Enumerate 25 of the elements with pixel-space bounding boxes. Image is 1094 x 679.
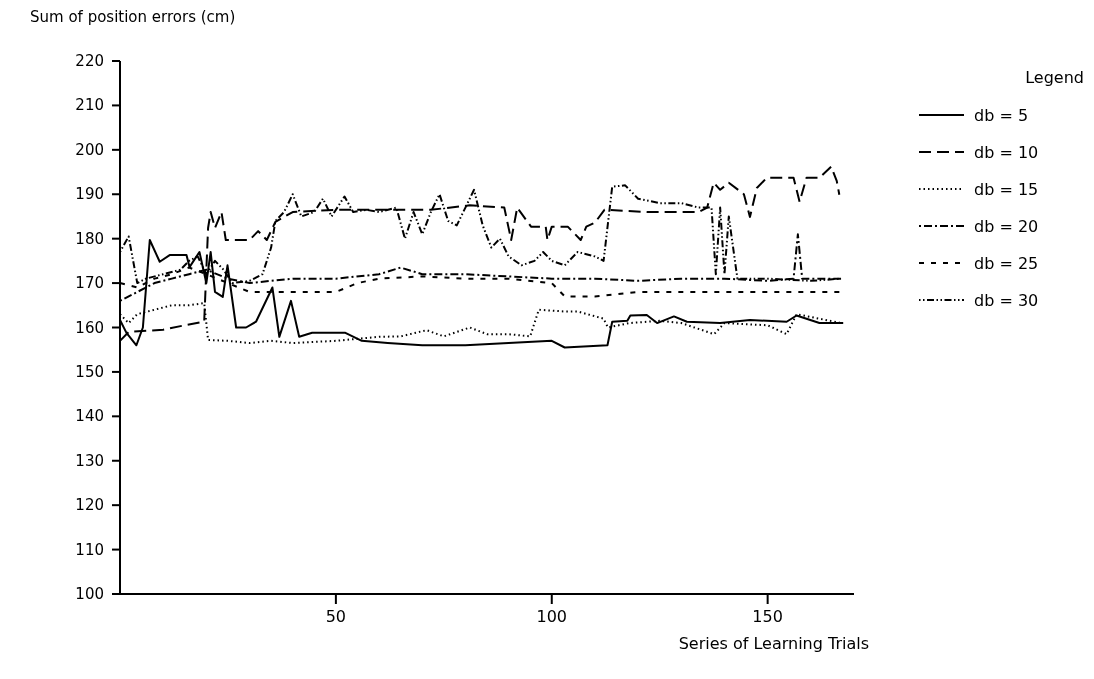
y-tick-label: 200 [75,140,104,159]
y-tick-label: 190 [75,185,104,204]
y-tick-label: 210 [75,96,104,115]
legend-label: db = 25 [974,253,1039,273]
legend-label: db = 15 [974,179,1039,199]
legend-title: Legend [1025,68,1084,87]
y-tick-label: 160 [75,318,104,337]
y-tick-label: 110 [75,540,104,559]
y-tick-label: 170 [75,274,104,293]
legend-label: db = 30 [974,290,1039,310]
y-tick-label: 140 [75,407,104,426]
y-tick-label: 220 [75,52,104,70]
y-tick-label: 100 [75,585,104,603]
legend-label: db = 10 [974,142,1039,162]
x-tick-label: 50 [325,607,347,626]
x-tick-label: 150 [752,607,783,626]
x-tick-label: 100 [536,607,568,626]
y-tick-label: 180 [75,229,104,248]
y-tick-label: 150 [75,362,104,381]
y-tick-label: 120 [75,496,104,515]
y-axis-title: Sum of position errors (cm) [30,8,236,26]
y-tick-label: 130 [75,451,104,470]
legend-label: db = 20 [974,216,1039,236]
x-axis-title: Series of Learning Trials [678,634,869,653]
legend-label: db = 5 [974,105,1029,125]
